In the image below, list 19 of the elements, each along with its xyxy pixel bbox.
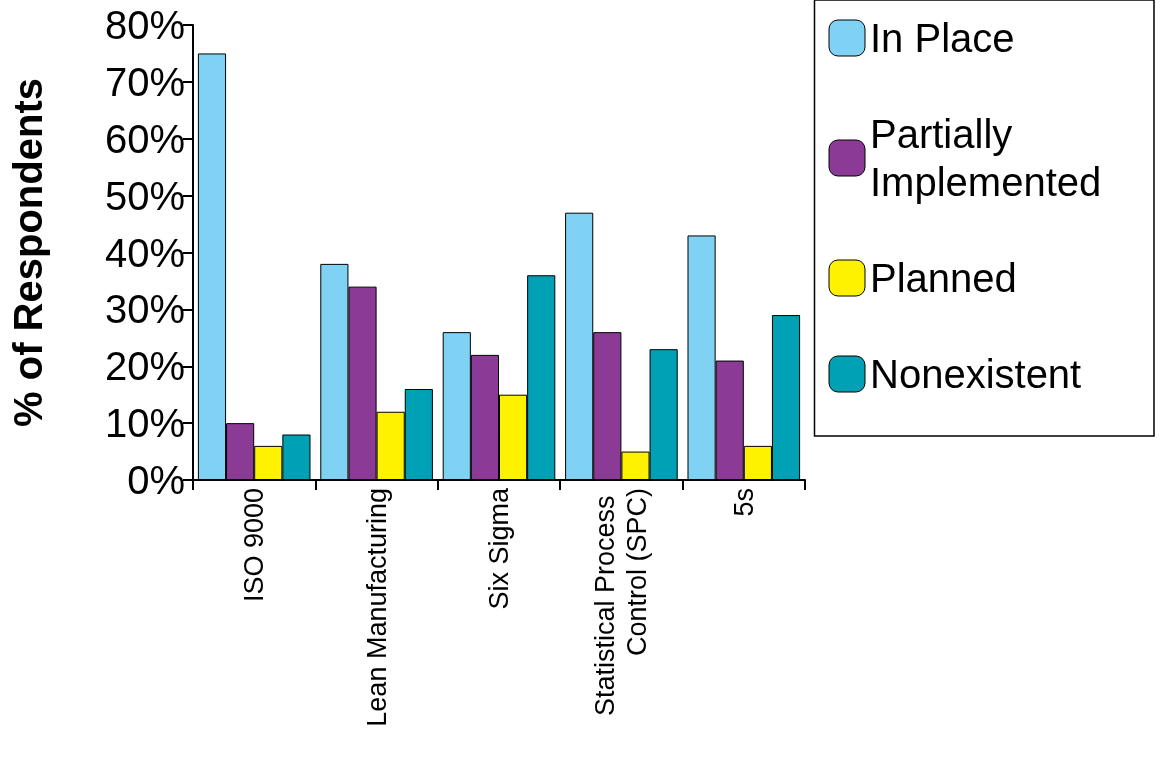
y-tick-label: 40% xyxy=(104,230,185,275)
y-tick-label: 70% xyxy=(104,59,185,104)
y-tick-label: 60% xyxy=(104,116,185,161)
y-axis-title: % of Respondents xyxy=(6,78,50,427)
x-tick-label: 5s xyxy=(728,488,759,517)
y-tick-label: 50% xyxy=(104,173,185,218)
legend-label: In Place xyxy=(870,16,1015,60)
y-tick-label: 30% xyxy=(104,287,185,332)
x-tick-label: Six Sigma xyxy=(484,487,514,610)
y-tick-label: 0% xyxy=(127,458,185,502)
x-tick-label: Statistical Process Control (SPC) xyxy=(590,488,653,717)
legend-label: Planned xyxy=(870,256,1017,300)
y-tick-label: 80% xyxy=(104,3,185,47)
legend-label: Nonexistent xyxy=(870,352,1082,396)
x-tick-label: Lean Manufacturing xyxy=(361,488,392,727)
x-tick-label: ISO 9000 xyxy=(239,488,270,603)
y-tick-label: 20% xyxy=(104,344,185,389)
legend-label: Partially Implemented xyxy=(870,112,1102,204)
y-tick-label: 10% xyxy=(104,401,185,446)
